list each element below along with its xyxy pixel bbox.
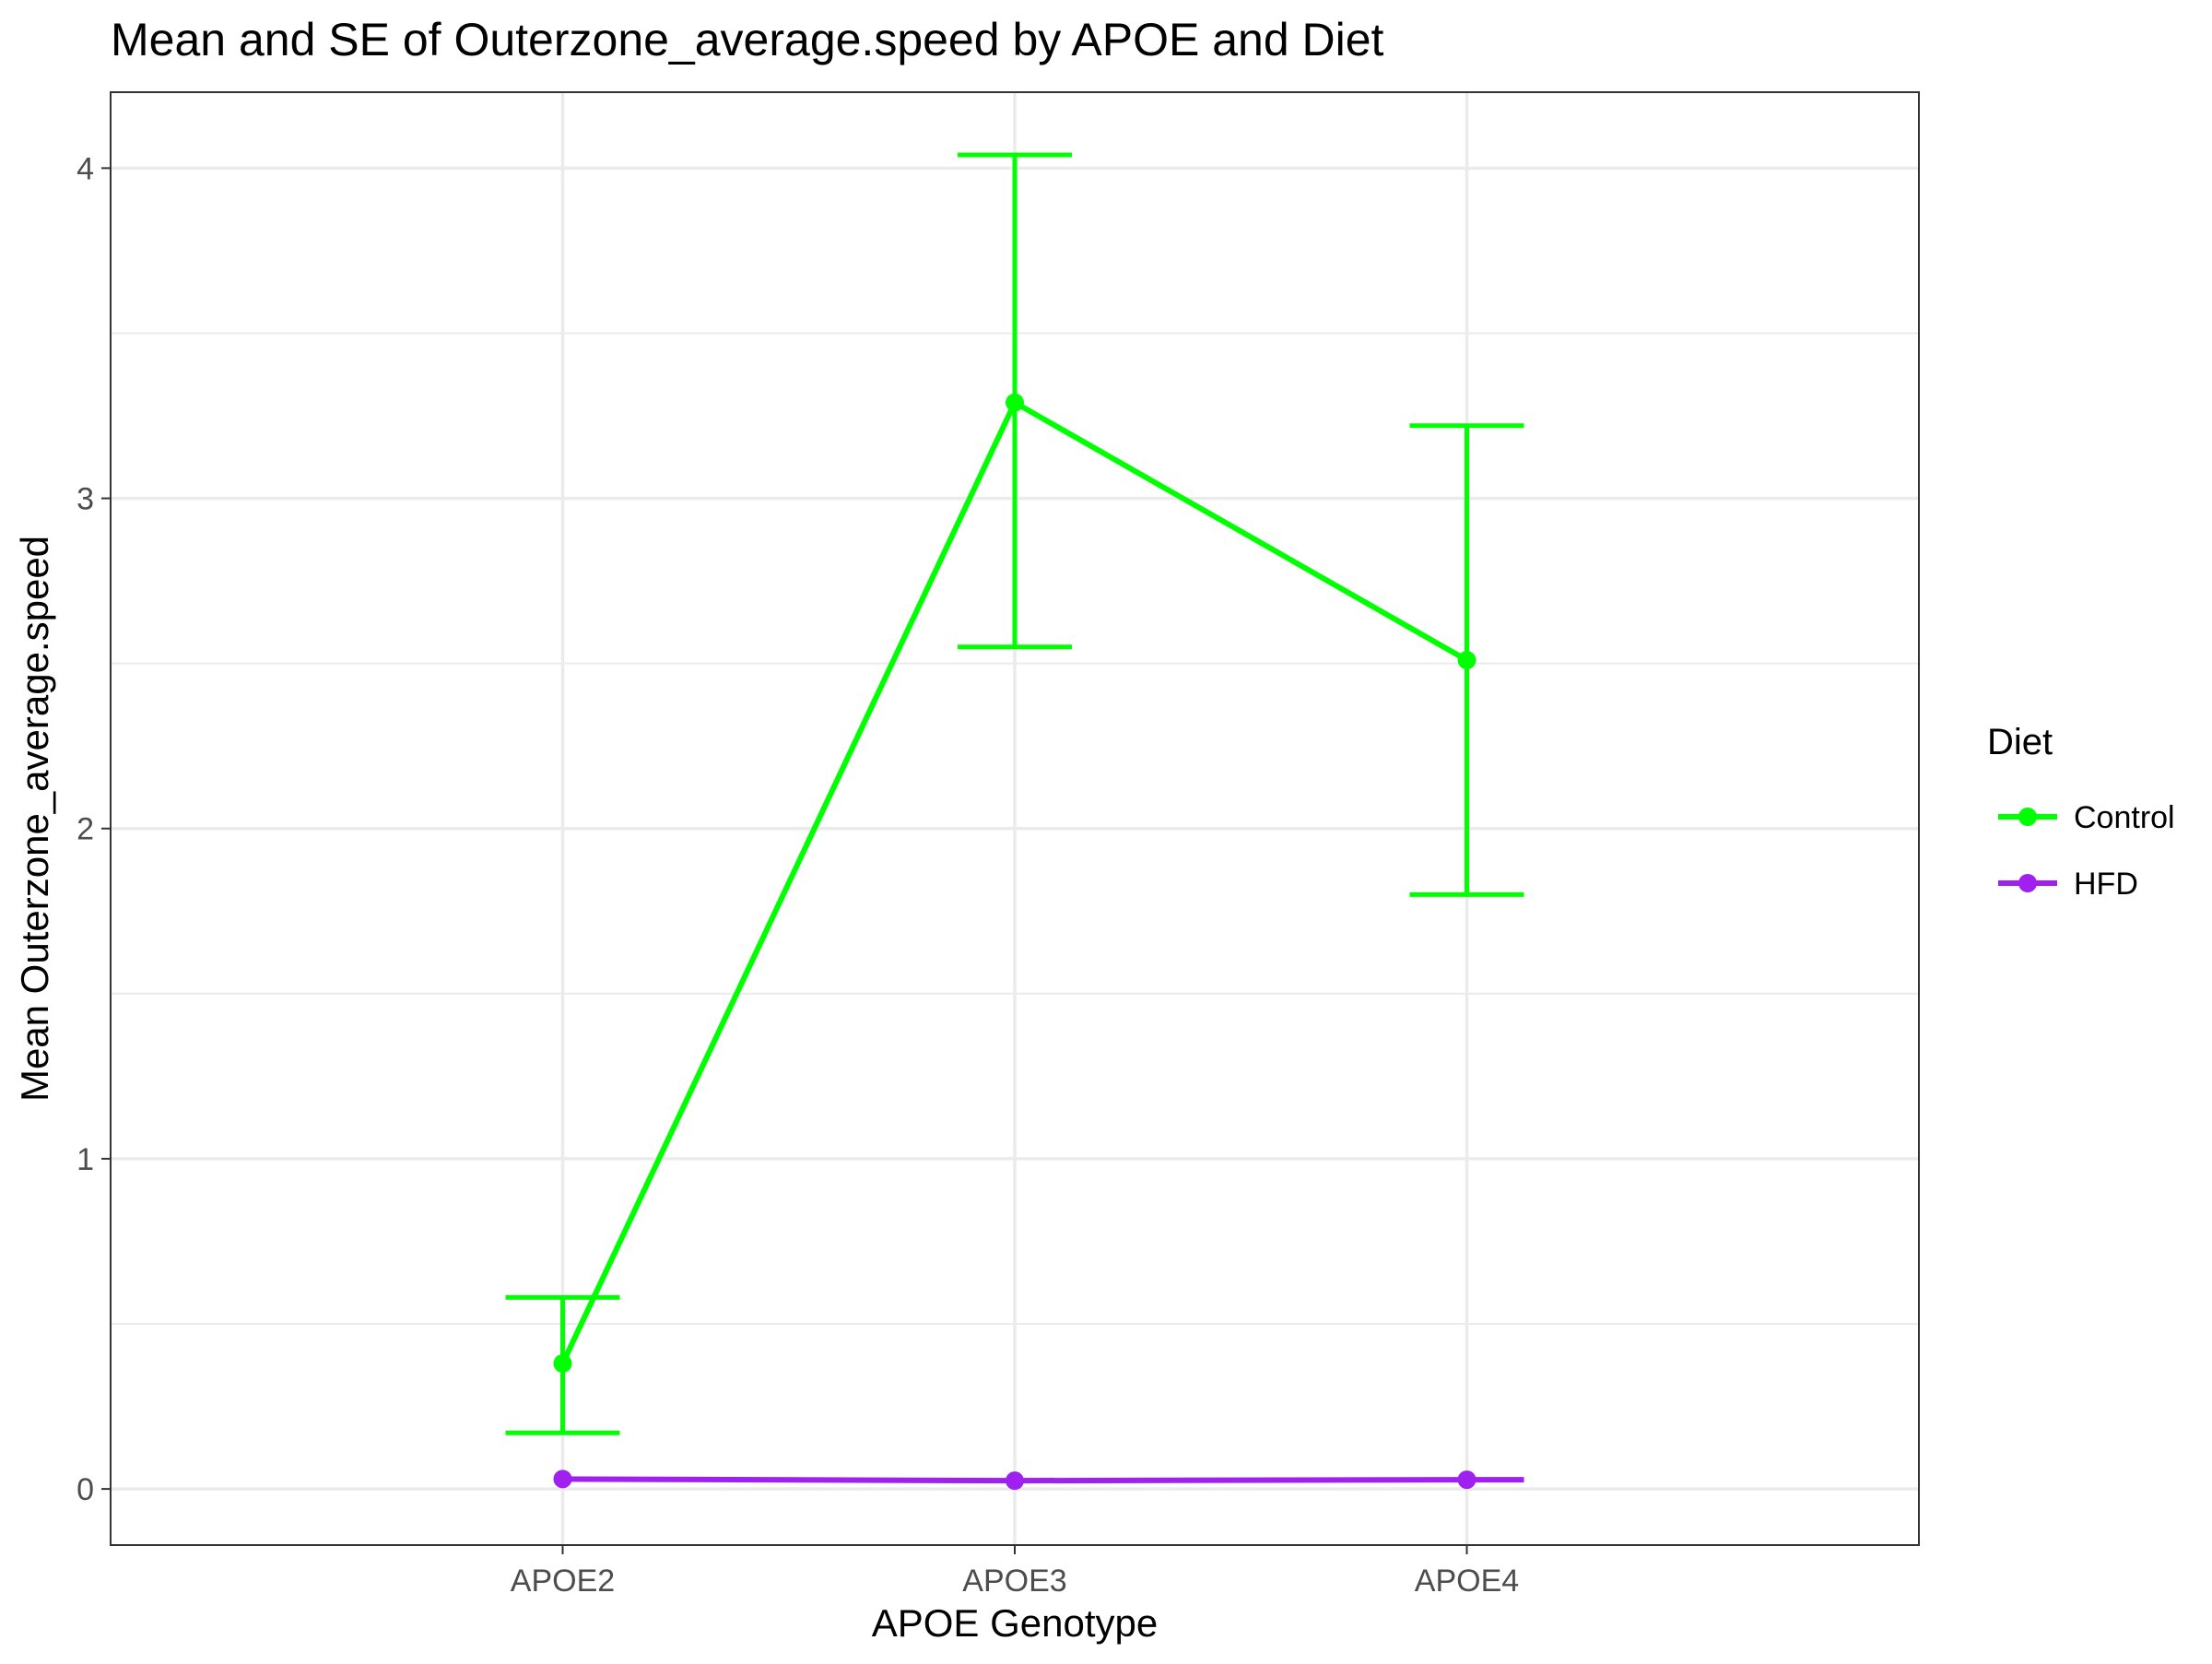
y-tick-label: 2 bbox=[76, 812, 94, 847]
legend-title: Diet bbox=[1987, 722, 2053, 762]
series-layer bbox=[553, 393, 1524, 1491]
data-point-control bbox=[1457, 651, 1477, 670]
x-axis-title: APOE Genotype bbox=[872, 1601, 1159, 1645]
series-line-hfd bbox=[562, 1476, 1524, 1484]
legend: Diet Control HFD bbox=[1987, 722, 2175, 902]
x-tick-label: APOE4 bbox=[1415, 1564, 1519, 1599]
data-point-control bbox=[1006, 393, 1024, 412]
legend-key-point bbox=[2018, 808, 2037, 826]
y-tick-label: 3 bbox=[76, 482, 94, 517]
axis-layer: 0 1 2 3 4 APOE2 APOE3 APOE4 bbox=[76, 151, 1519, 1599]
x-tick-label: APOE3 bbox=[962, 1564, 1066, 1599]
y-tick-label: 4 bbox=[76, 151, 94, 186]
data-point-hfd bbox=[553, 1469, 572, 1489]
data-point-hfd bbox=[1457, 1470, 1477, 1490]
legend-label: Control bbox=[2074, 800, 2175, 835]
chart-title: Mean and SE of Outerzone_average.speed b… bbox=[111, 14, 1384, 65]
legend-key-point bbox=[2018, 874, 2037, 892]
y-axis-title: Mean Outerzone_average.speed bbox=[13, 536, 56, 1102]
data-point-control bbox=[553, 1354, 572, 1373]
y-tick-label: 1 bbox=[76, 1142, 94, 1177]
legend-label: HFD bbox=[2074, 867, 2138, 902]
data-point-hfd bbox=[1006, 1471, 1024, 1491]
y-tick-label: 0 bbox=[76, 1472, 94, 1507]
x-tick-label: APOE2 bbox=[511, 1564, 615, 1599]
